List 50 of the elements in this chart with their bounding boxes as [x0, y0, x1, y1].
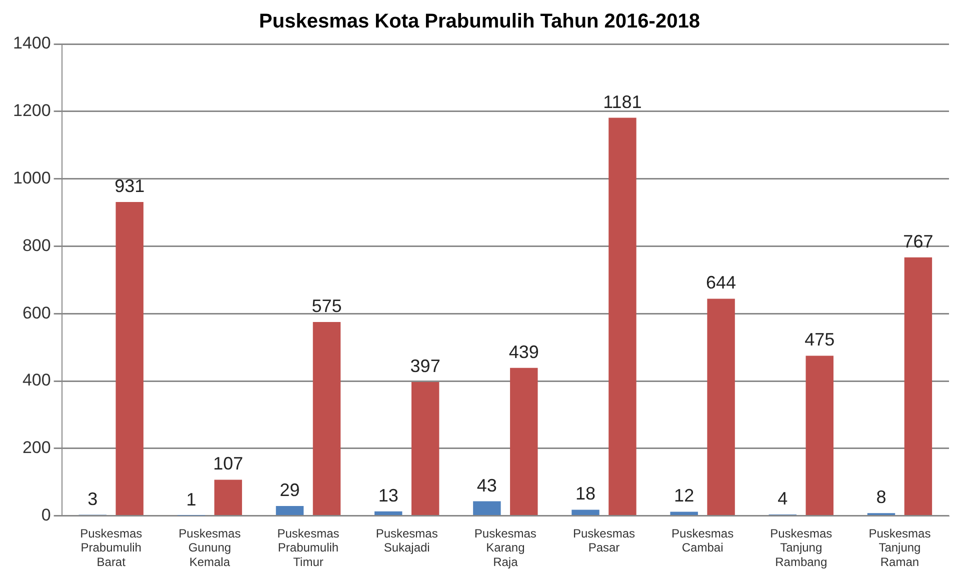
bar [312, 322, 341, 516]
x-tick-label: Puskesmas Karang Raja [474, 526, 536, 570]
x-tick-label: Puskesmas Cambai [672, 526, 734, 555]
data-label: 29 [280, 480, 300, 500]
bar [670, 512, 698, 516]
bar [473, 501, 501, 516]
bar [806, 356, 834, 516]
x-tick-label: Puskesmas Tanjung Raman [868, 526, 931, 570]
bar [510, 368, 538, 516]
y-tick-label: 1200 [12, 101, 51, 120]
data-label: 12 [674, 486, 694, 506]
data-label: 4 [778, 488, 788, 508]
data-label: 767 [903, 231, 934, 252]
data-label: 931 [114, 176, 145, 196]
bar [116, 202, 144, 516]
y-tick-label: 0 [41, 505, 51, 524]
bar [276, 506, 304, 516]
x-tick-label: Puskesmas Prabumulih Timur [277, 526, 340, 570]
data-label: 13 [378, 485, 398, 506]
x-tick-label: Puskesmas Pasar [572, 526, 635, 555]
data-label: 644 [706, 272, 736, 293]
data-label: 107 [213, 454, 244, 474]
bar [374, 511, 402, 516]
data-label: 1 [186, 489, 196, 510]
data-label: 18 [575, 484, 596, 504]
data-label: 575 [312, 296, 342, 316]
bar [707, 298, 735, 516]
data-label: 439 [508, 342, 539, 362]
y-tick-label: 1400 [12, 34, 51, 53]
bar [411, 382, 440, 516]
data-label: 397 [410, 356, 440, 376]
y-tick-label: 200 [22, 438, 51, 458]
y-tick-label: 1000 [12, 168, 51, 188]
data-label: 1181 [603, 92, 642, 112]
x-tick-label: Puskesmas Tanjung Rambang [770, 526, 832, 570]
bar [608, 118, 636, 516]
y-tick-label: 800 [22, 236, 51, 255]
data-label: 8 [876, 487, 886, 508]
bar [572, 510, 600, 516]
data-label: 475 [804, 330, 835, 350]
data-label: 43 [476, 475, 497, 496]
bar [904, 257, 932, 516]
chart-title: Puskesmas Kota Prabumulih Tahun 2016-2018 [259, 10, 700, 33]
x-tick-label: Puskesmas Sukajadi [376, 526, 438, 555]
y-tick-label: 600 [22, 303, 51, 322]
data-label: 3 [88, 488, 98, 509]
y-tick-label: 400 [22, 370, 51, 390]
bar [214, 480, 242, 516]
x-tick-label: Puskesmas Prabumulih Barat [80, 526, 142, 570]
x-tick-label: Puskesmas Gunung Kemala [178, 526, 241, 570]
